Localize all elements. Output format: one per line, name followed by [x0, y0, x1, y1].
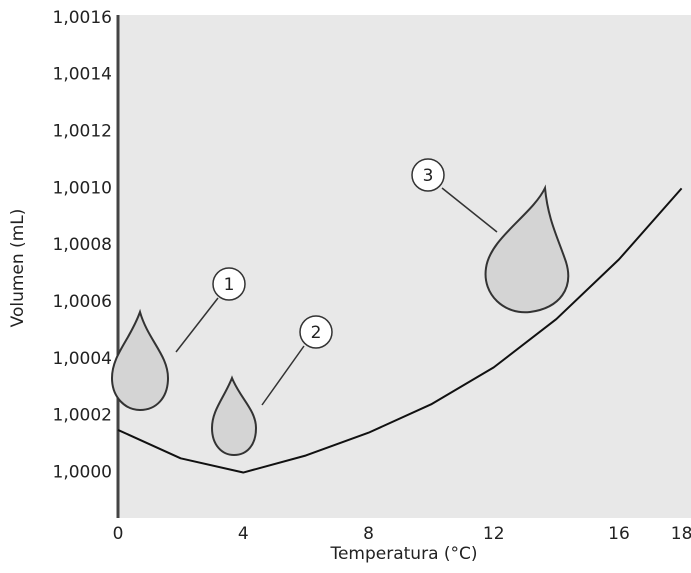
leader-2: [261, 345, 305, 406]
x-tick-label: 18: [671, 524, 691, 544]
y-tick-label: 1,0012: [53, 122, 112, 142]
drop-2: [210, 375, 258, 457]
y-tick-label: 1,0006: [53, 292, 112, 312]
y-tick-label: 1,0016: [53, 8, 112, 28]
x-tick-label: 16: [608, 524, 630, 544]
y-tick-label: 1,0008: [53, 235, 112, 255]
x-axis-label: Temperatura (°C): [329, 544, 477, 564]
y-tick-label: 1,0010: [53, 178, 112, 198]
line: [117, 187, 683, 474]
callout-circle: [299, 315, 333, 349]
leader-1: [175, 297, 219, 353]
callout-circle: [411, 158, 445, 192]
plot-background: [118, 15, 691, 518]
y-tick-label: 1,0014: [53, 65, 112, 85]
y-tick-label: 1,0002: [53, 406, 112, 426]
annotation: 1: [224, 275, 235, 295]
illustrations: [110, 158, 570, 457]
plot-area: [116, 15, 691, 518]
y-tick-label: 1,0004: [53, 349, 112, 369]
drop-1: [110, 308, 170, 412]
annotation: 3: [423, 166, 434, 186]
x-tick-label: 8: [363, 524, 374, 544]
x-tick-label: 12: [483, 524, 505, 544]
y-axis-label: Volumen (mL): [8, 209, 28, 328]
annotation: 2: [311, 323, 322, 343]
leader-3: [441, 187, 498, 233]
drop-3: [484, 184, 570, 314]
y-tick-label: 1,0000: [53, 463, 112, 483]
x-tick-label: 4: [238, 524, 249, 544]
callout-circle: [212, 267, 246, 301]
x-tick-label: 0: [113, 524, 124, 544]
